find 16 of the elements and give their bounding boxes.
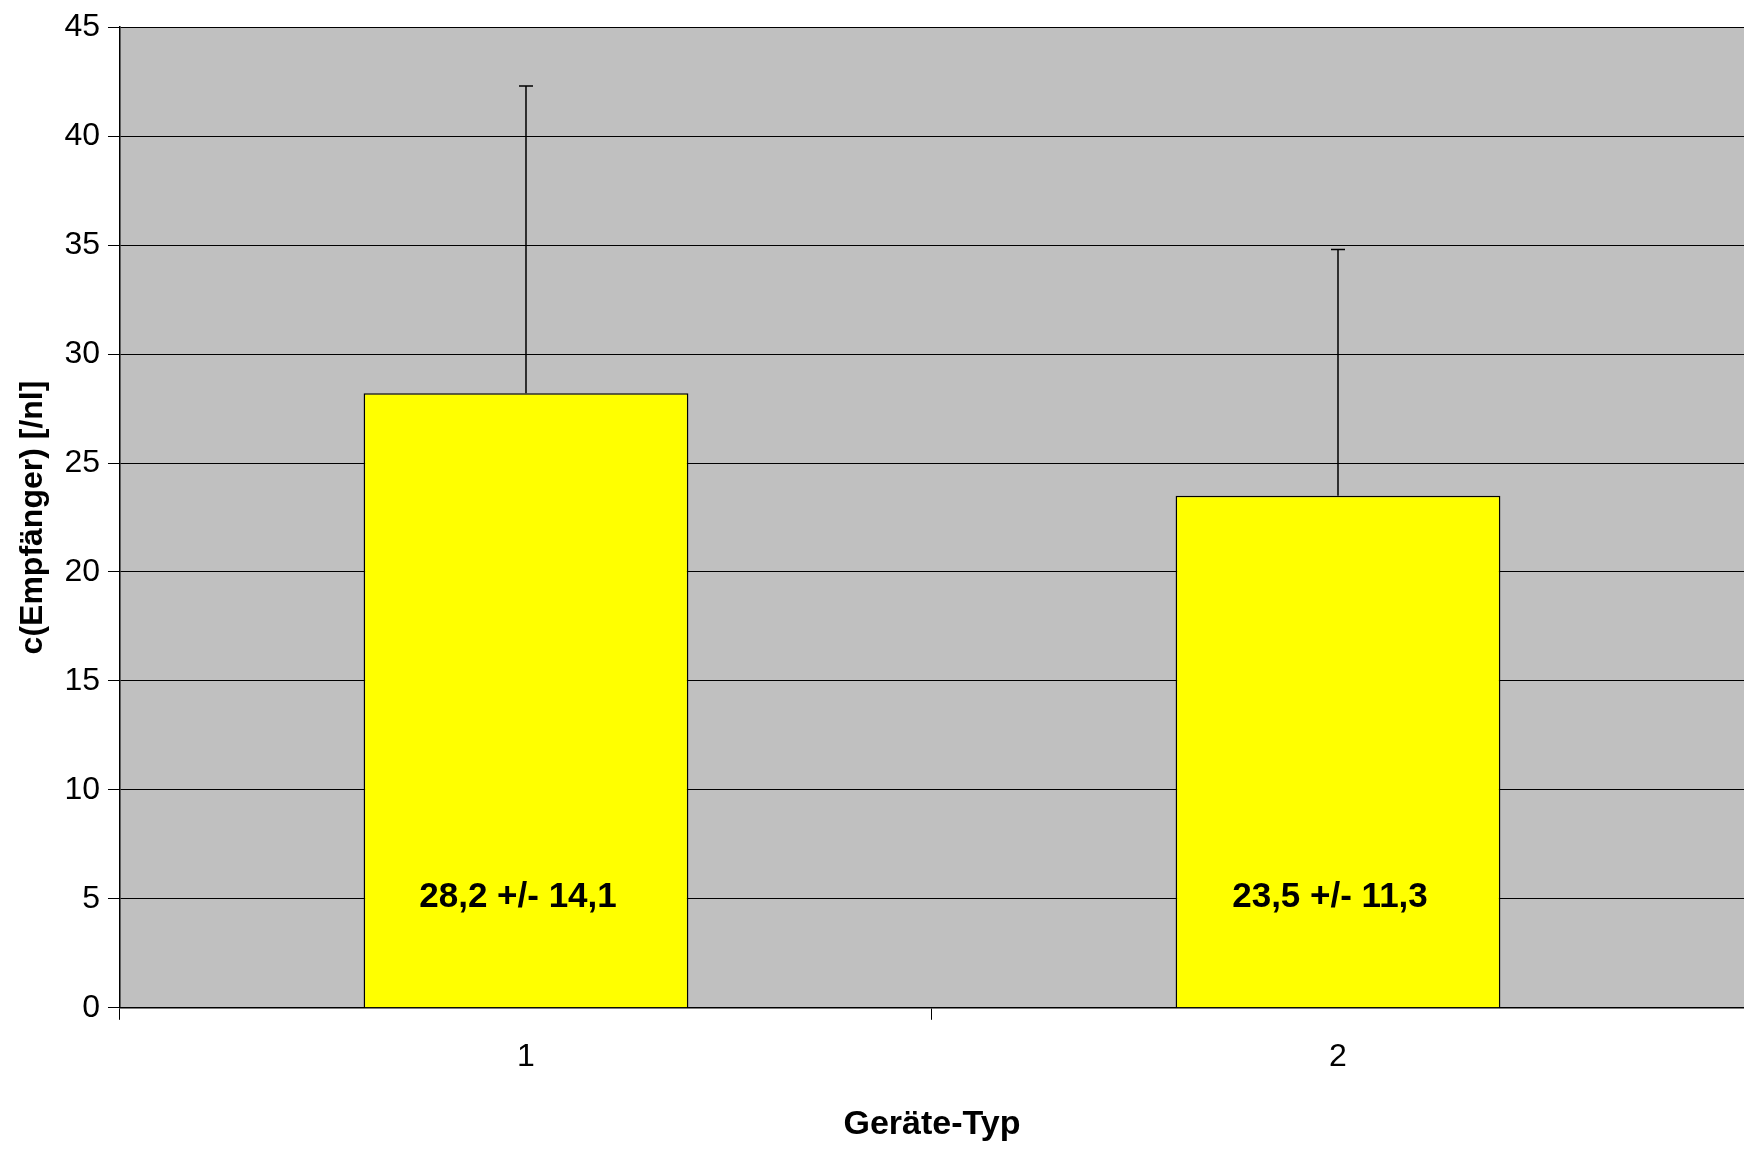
y-tick-label: 15 — [64, 660, 100, 697]
x-tick-label: 1 — [517, 1036, 535, 1073]
y-tick-label: 45 — [64, 7, 100, 44]
x-tick-label: 2 — [1329, 1036, 1347, 1073]
y-tick-label: 0 — [82, 987, 100, 1024]
x-axis-title: Geräte-Typ — [843, 1102, 1021, 1141]
y-tick-label: 40 — [64, 115, 100, 152]
y-tick-label: 25 — [64, 442, 100, 479]
y-tick-label: 20 — [64, 551, 100, 588]
data-label: 23,5 +/- 11,3 — [1232, 874, 1428, 914]
y-tick-label: 10 — [64, 769, 100, 806]
data-label: 28,2 +/- 14,1 — [419, 874, 617, 914]
y-tick-label: 5 — [82, 878, 100, 915]
y-tick-label: 35 — [64, 224, 100, 261]
y-axis-title: c(Empfänger) [/nl] — [13, 380, 50, 655]
y-tick-label: 30 — [64, 333, 100, 370]
